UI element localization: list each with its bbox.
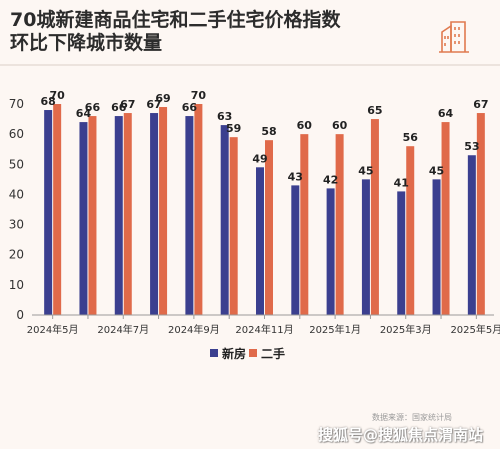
new-house-bar <box>256 167 264 315</box>
y-tick-label: 30 <box>9 218 24 232</box>
second-hand-legend-label: 二手 <box>261 346 285 361</box>
new-house-value-label: 42 <box>323 173 338 186</box>
new-house-bar <box>220 125 229 315</box>
new-house-value-label: 41 <box>394 176 409 189</box>
chart-title: 70城新建商品住宅和二手住宅价格指数 环比下降城市数量 <box>10 9 410 55</box>
x-tick-label: 2025年1月 <box>309 323 361 336</box>
second-hand-legend-swatch <box>249 349 257 357</box>
title-divider <box>0 64 500 66</box>
building-logo-icon <box>439 21 469 53</box>
second-hand-bar <box>159 107 168 315</box>
second-hand-value-label: 60 <box>332 119 348 132</box>
second-hand-bar <box>441 122 450 315</box>
second-hand-bar <box>406 146 415 315</box>
title-line-1: 70城新建商品住宅和二手住宅价格指数 <box>10 9 341 31</box>
new-house-bar <box>326 188 335 315</box>
y-tick-label: 60 <box>9 127 24 141</box>
new-house-value-label: 67 <box>146 98 161 111</box>
new-house-bar <box>185 116 194 315</box>
y-axis: 0 10 20 30 40 50 60 70 <box>9 97 24 322</box>
new-house-value-label: 63 <box>217 110 232 123</box>
second-hand-bar <box>229 137 238 315</box>
new-house-bar <box>467 155 476 315</box>
new-house-value-label: 53 <box>464 140 479 153</box>
new-house-legend-swatch <box>210 349 218 357</box>
new-house-value-label: 66 <box>182 101 198 114</box>
watermark-text: 搜狐号@搜狐焦点渭南站 <box>318 426 484 444</box>
x-tick-label: 2024年7月 <box>97 323 149 336</box>
x-tick-label: 2025年5月 <box>450 323 500 336</box>
bars-group <box>44 104 485 316</box>
second-hand-value-label: 64 <box>438 107 454 120</box>
second-hand-bar <box>194 104 203 315</box>
new-house-value-label: 66 <box>111 101 127 114</box>
x-tick-label: 2025年3月 <box>380 323 432 336</box>
second-hand-value-label: 67 <box>473 98 488 111</box>
title-line-2: 环比下降城市数量 <box>10 32 163 54</box>
second-hand-value-label: 67 <box>120 98 135 111</box>
second-hand-value-label: 66 <box>85 101 101 114</box>
second-hand-bar <box>123 113 132 316</box>
new-house-value-label: 49 <box>252 152 267 165</box>
source-note: 数据来源：国家统计局 <box>372 413 452 422</box>
new-house-bar <box>397 191 406 315</box>
new-house-value-label: 43 <box>288 170 303 183</box>
second-hand-bar <box>476 113 485 316</box>
new-house-bar <box>79 122 88 315</box>
second-hand-bar <box>265 140 273 315</box>
new-house-bar <box>291 185 300 315</box>
new-house-value-label: 45 <box>358 164 373 177</box>
y-tick-label: 0 <box>16 308 24 322</box>
new-house-value-label: 64 <box>76 107 92 120</box>
second-hand-value-label: 56 <box>403 131 419 144</box>
second-hand-value-label: 69 <box>155 92 170 105</box>
second-hand-bar <box>300 134 309 315</box>
new-house-bar <box>114 116 123 315</box>
second-hand-value-label: 65 <box>367 104 382 117</box>
new-house-bar <box>361 179 370 315</box>
new-house-bar <box>432 179 441 315</box>
new-house-bar <box>150 113 159 316</box>
x-tick-label: 2024年9月 <box>168 323 220 336</box>
second-hand-value-label: 59 <box>226 122 241 135</box>
second-hand-bar <box>335 134 344 315</box>
new-house-legend-label: 新房 <box>222 346 246 361</box>
new-house-value-label: 45 <box>429 164 444 177</box>
second-hand-value-label: 70 <box>49 89 65 102</box>
second-hand-value-label: 70 <box>191 89 207 102</box>
y-tick-label: 40 <box>9 187 24 201</box>
legend: 新房 二手 <box>210 346 285 361</box>
second-hand-bar <box>53 104 62 315</box>
new-house-bar <box>44 110 53 316</box>
y-tick-label: 50 <box>9 157 24 171</box>
x-tick-label: 2024年5月 <box>27 323 79 336</box>
x-axis: 2024年5月 2024年7月 2024年9月 2024年11月 2025年1月 2025… <box>27 314 500 336</box>
new-house-value-label: 68 <box>40 95 55 108</box>
y-tick-label: 20 <box>9 248 24 262</box>
second-hand-bar <box>370 119 379 315</box>
second-hand-bar <box>88 116 97 315</box>
second-hand-value-label: 58 <box>261 125 276 138</box>
y-tick-label: 10 <box>9 278 24 292</box>
second-hand-value-label: 60 <box>297 119 313 132</box>
y-tick-label: 70 <box>9 97 24 111</box>
x-tick-label: 2024年11月 <box>235 323 293 336</box>
